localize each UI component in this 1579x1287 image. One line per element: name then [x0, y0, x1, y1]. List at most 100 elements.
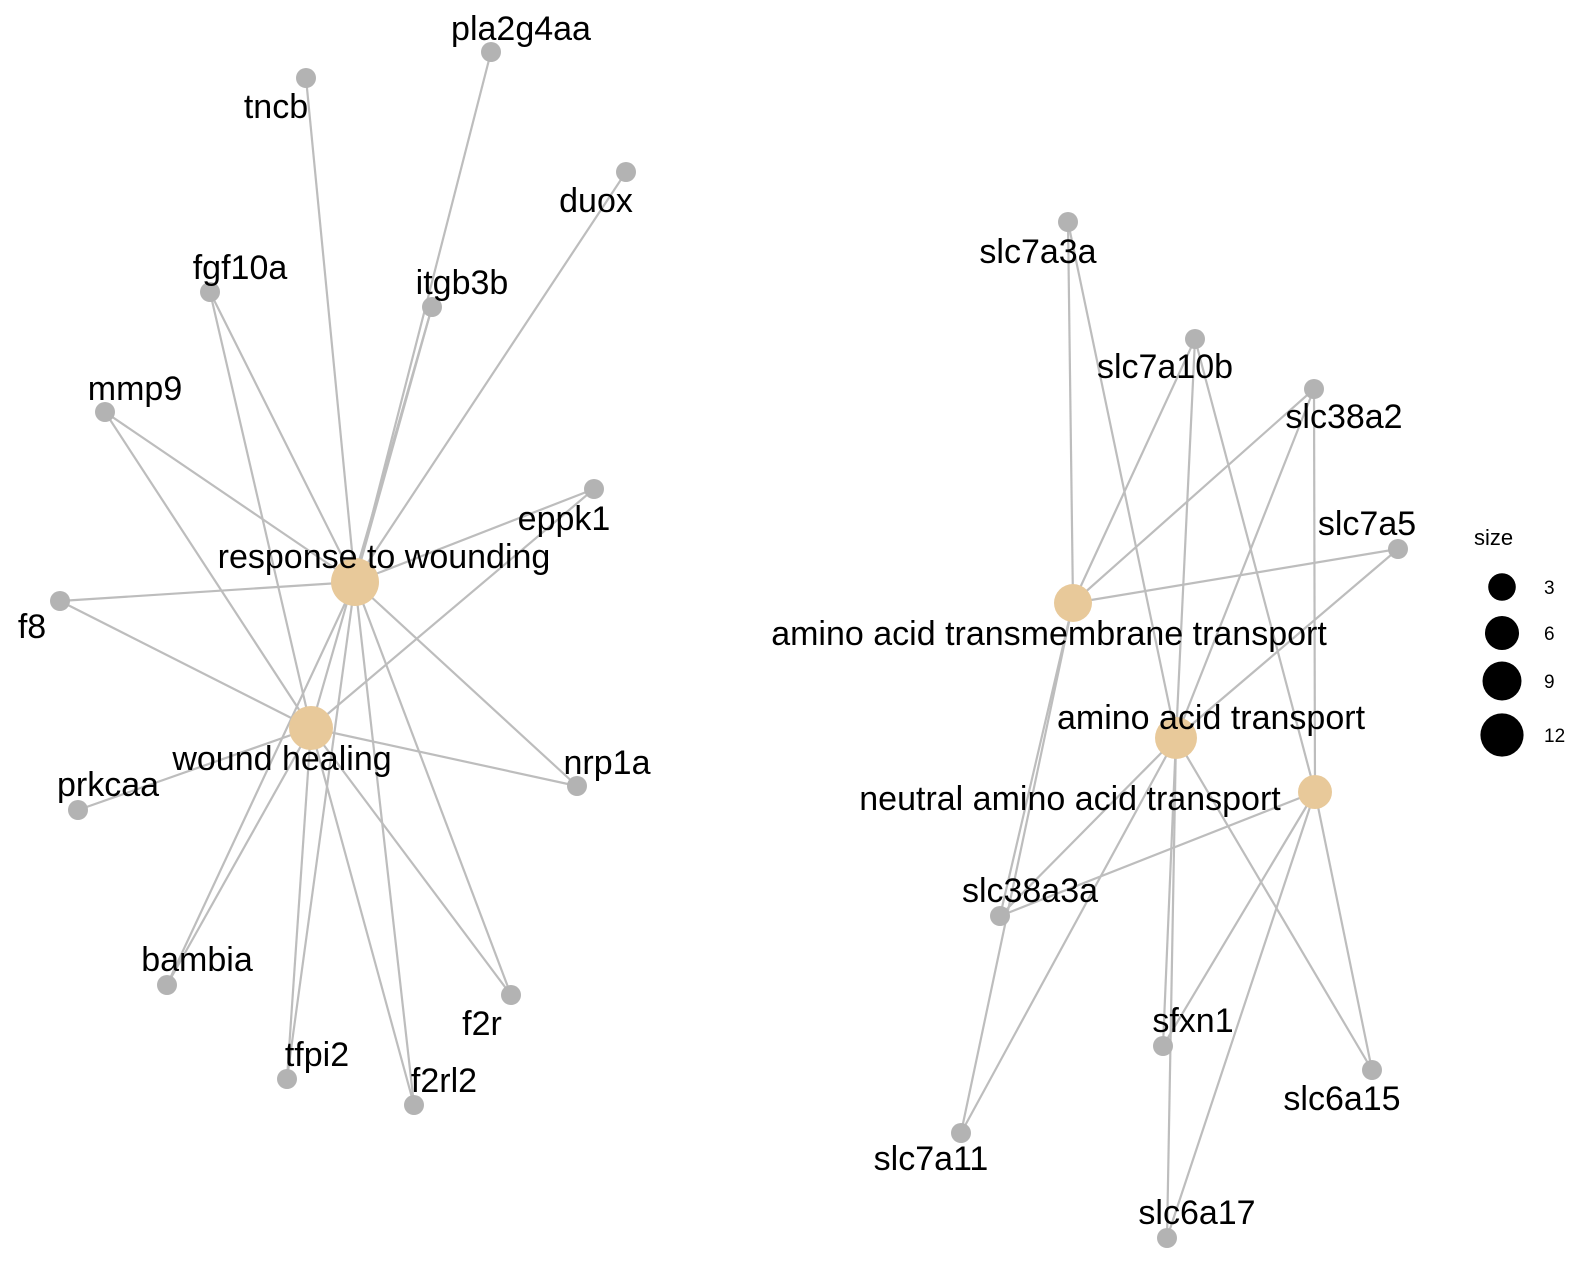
edge-aatt-slc7a10b [1072, 338, 1196, 604]
edge-aat-slc7a11 [960, 737, 1177, 1134]
edge-aat-slc6a15 [1175, 737, 1373, 1071]
term-node-naat [1298, 775, 1332, 809]
edges-layer [59, 51, 1399, 1239]
legend-title: size [1474, 525, 1513, 550]
gene-node-slc38a2 [1304, 379, 1324, 399]
edge-rtw-bambia [166, 581, 356, 986]
edge-wh-tfpi2 [285, 727, 313, 1080]
gene-label-tfpi2: tfpi2 [285, 1036, 349, 1074]
edge-rtw-nrp1a [354, 581, 578, 787]
term-label-aatt: amino acid transmembrane transport [771, 615, 1327, 653]
gene-node-f2rl2 [404, 1095, 424, 1115]
edge-rtw-f2rl2 [353, 581, 416, 1106]
gene-label-slc7a3a: slc7a3a [979, 233, 1096, 271]
gene-node-tfpi2 [277, 1069, 297, 1089]
edge-rtw-tncb [304, 77, 357, 583]
term-node-rtw [331, 558, 379, 606]
gene-node-duox [616, 162, 636, 182]
gene-label-f8: f8 [18, 608, 46, 646]
gene-node-slc6a15 [1362, 1060, 1382, 1080]
gene-label-slc7a5: slc7a5 [1318, 505, 1416, 543]
legend-label-9: 9 [1544, 672, 1555, 693]
legend-key-12 [1480, 713, 1524, 757]
gene-label-duox: duox [559, 182, 633, 220]
edge-wh-prkcaa [77, 726, 312, 812]
edge-wh-f2r [310, 727, 512, 996]
edge-aat-slc38a2 [1174, 388, 1316, 739]
edge-rtw-mmp9 [104, 411, 356, 583]
gene-node-slc7a3a [1058, 212, 1078, 232]
edge-aatt-slc7a3a [1066, 221, 1075, 604]
gene-node-slc7a5 [1388, 539, 1408, 559]
gene-node-itgb3b [422, 297, 442, 317]
gene-node-slc6a17 [1157, 1228, 1177, 1248]
edge-aat-sfxn1 [1161, 737, 1178, 1047]
legend-key-3 [1488, 573, 1516, 601]
gene-node-mmp9 [95, 402, 115, 422]
gene-label-eppk1: eppk1 [518, 500, 611, 538]
gene-node-prkcaa [68, 800, 88, 820]
size-legend: size 3 6 9 12 [1474, 525, 1565, 757]
edge-aat-slc7a3a [1066, 221, 1178, 739]
edge-wh-f8 [59, 600, 312, 729]
gene-node-sfxn1 [1153, 1036, 1173, 1056]
edge-wh-f2rl2 [309, 727, 416, 1106]
gene-label-slc38a2: slc38a2 [1285, 398, 1402, 436]
term-label-aat: amino acid transport [1057, 699, 1366, 737]
gene-node-fgf10a [200, 282, 220, 302]
gene-node-tncb [296, 68, 316, 88]
gene-label-f2r: f2r [462, 1005, 502, 1043]
edge-wh-bambia [166, 727, 312, 986]
edge-aat-slc6a17 [1165, 737, 1178, 1239]
edge-wh-mmp9 [104, 411, 312, 729]
edge-naat-slc6a17 [1165, 791, 1317, 1239]
term-node-aatt [1054, 584, 1092, 622]
gene-label-pla2g4aa: pla2g4aa [451, 10, 591, 48]
nodes-layer [50, 42, 1408, 1248]
gene-label-slc7a10b: slc7a10b [1097, 348, 1233, 386]
gene-node-f2r [501, 985, 521, 1005]
gene-label-fgf10a: fgf10a [193, 249, 288, 287]
edge-aatt-slc38a2 [1072, 388, 1315, 604]
edge-rtw-f2r [353, 581, 513, 996]
edge-rtw-f8 [59, 580, 356, 603]
gene-label-prkcaa: prkcaa [57, 766, 159, 804]
edge-naat-slc38a3a [999, 790, 1316, 918]
gene-node-f8 [50, 591, 70, 611]
legend-key-6 [1484, 615, 1520, 651]
term-node-aat [1155, 717, 1197, 759]
gene-node-slc7a11 [951, 1123, 971, 1143]
term-label-rtw: response to wounding [218, 538, 551, 576]
gene-label-itgb3b: itgb3b [416, 264, 509, 302]
gene-label-slc38a3a: slc38a3a [962, 872, 1098, 910]
edge-wh-fgf10a [208, 291, 313, 729]
edge-rtw-tfpi2 [285, 581, 357, 1080]
edge-naat-sfxn1 [1162, 791, 1316, 1047]
gene-label-mmp9: mmp9 [88, 370, 182, 408]
edge-wh-nrp1a [310, 726, 578, 788]
edge-aat-slc7a5 [1175, 548, 1399, 739]
gene-node-eppk1 [584, 479, 604, 499]
gene-node-bambia [157, 975, 177, 995]
edge-aat-slc7a10b [1174, 338, 1197, 739]
edge-wh-itgb3b [309, 306, 434, 729]
edge-rtw-duox [354, 171, 627, 583]
gene-label-tncb: tncb [244, 88, 308, 126]
legend-label-3: 3 [1544, 578, 1555, 599]
edge-naat-slc38a2 [1312, 388, 1317, 793]
gene-label-nrp1a: nrp1a [564, 744, 651, 782]
edge-aat-slc38a3a [999, 737, 1177, 917]
edge-aatt-slc7a5 [1072, 547, 1399, 605]
term-label-wh: wound healing [171, 740, 391, 778]
edge-wh-eppk1 [310, 488, 595, 729]
edge-aatt-slc38a3a [998, 602, 1075, 917]
gene-node-slc38a3a [990, 906, 1010, 926]
term-node-wh [289, 706, 333, 750]
legend-label-6: 6 [1544, 624, 1555, 645]
gene-label-slc6a15: slc6a15 [1283, 1080, 1400, 1118]
gene-node-pla2g4aa [481, 42, 501, 62]
gene-label-slc6a17: slc6a17 [1138, 1194, 1255, 1232]
edge-aatt-slc7a11 [959, 602, 1075, 1134]
gene-label-bambia: bambia [141, 941, 253, 979]
legend-key-9 [1482, 661, 1522, 701]
